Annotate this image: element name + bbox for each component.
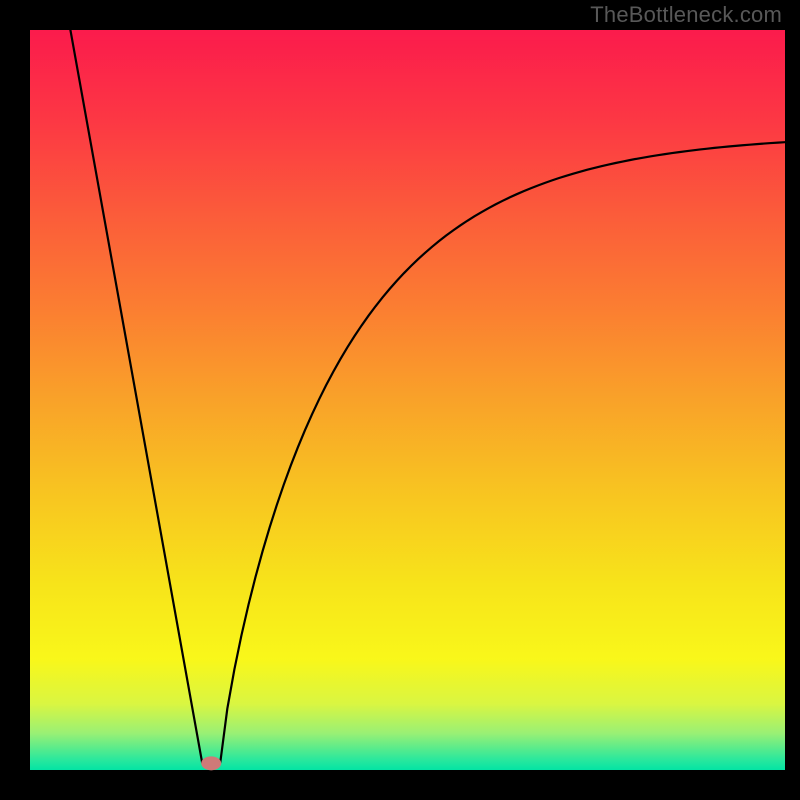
bottleneck-chart [0, 0, 800, 800]
watermark-text: TheBottleneck.com [590, 2, 782, 28]
vertex-marker [201, 756, 221, 770]
plot-area [30, 30, 785, 770]
